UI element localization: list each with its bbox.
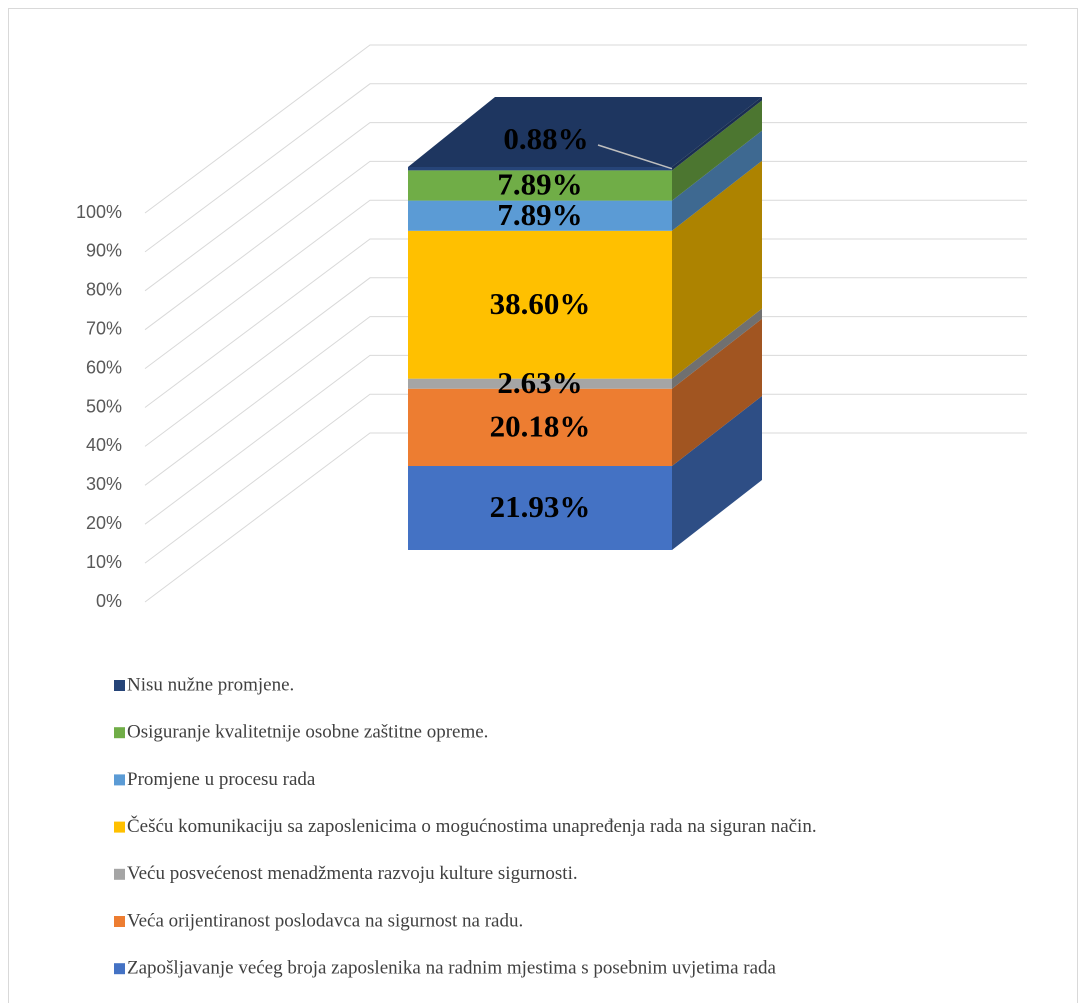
y-tick-label: 20% — [86, 513, 122, 533]
grid-line — [144, 432, 1027, 603]
legend-swatch — [114, 727, 125, 739]
grid-line — [144, 354, 1027, 525]
bar — [408, 388, 672, 467]
labels: 21.93% 20.18% 2.63% 38.60% 7.89%7.89% 0.88% — [490, 121, 673, 524]
chart-border — [8, 8, 1078, 1003]
legend-swatch — [114, 821, 125, 833]
bar — [408, 170, 672, 201]
value-label: 38.60% — [490, 286, 591, 321]
value-label: 2.63% — [497, 365, 582, 400]
bar-side — [672, 396, 762, 550]
value-label: 20.18% — [490, 408, 591, 443]
wall: 0% 10% 20% 30% 40% 50% 60% 70% 80% 90% 100% — [76, 44, 1027, 611]
value-label: 7.89% — [497, 197, 582, 232]
bar-side — [672, 318, 762, 467]
y-tick-label: 0% — [96, 591, 122, 611]
legend-swatch — [114, 680, 125, 691]
grid-line — [144, 44, 1027, 214]
leader-line — [597, 144, 673, 170]
bars — [408, 97, 762, 550]
bar — [408, 466, 672, 550]
legend-label: Češću komunikaciju sa zaposlenicima o mo… — [127, 815, 817, 837]
bar — [408, 167, 672, 171]
bar — [408, 230, 672, 379]
legend-swatch — [114, 916, 125, 927]
grid-line — [144, 238, 1027, 408]
legend-label: Promjene u procesu rada — [127, 769, 316, 790]
grid-line — [144, 277, 1027, 447]
bar — [408, 200, 672, 231]
y-tick-label: 100% — [76, 202, 122, 222]
bar-side — [672, 97, 762, 171]
grid-line — [144, 122, 1027, 292]
legend-label: Zapošljavanje većeg broja zaposlenika na… — [127, 958, 777, 979]
y-tick-label: 10% — [86, 552, 122, 572]
legend-label: Nisu nužne promjene. — [127, 674, 294, 695]
value-label: 7.89% — [497, 167, 582, 202]
legend-label: Osiguranje kvalitetnije osobne zaštitne … — [127, 722, 488, 743]
bar-side — [672, 308, 762, 389]
legend-swatch — [114, 963, 125, 975]
bar-side — [672, 100, 762, 201]
y-tick-label: 90% — [86, 241, 122, 261]
legend-label: Veću posvećenost menadžmenta razvoju kul… — [127, 863, 578, 884]
legend: Zapošljavanje većeg broja zaposlenika na… — [114, 674, 817, 979]
grid-line — [144, 160, 1027, 331]
bar-side — [672, 130, 762, 231]
y-tick-label: 60% — [86, 357, 122, 377]
grid-line — [144, 393, 1027, 564]
bar-top — [408, 97, 762, 167]
legend-label: Veća orijentiranost poslodavca na sigurn… — [127, 910, 523, 931]
y-tick-label: 30% — [86, 474, 122, 494]
value-label: 0.88% — [503, 121, 588, 156]
y-tick-label: 50% — [86, 396, 122, 416]
legend-swatch — [114, 868, 125, 880]
bar — [408, 378, 672, 389]
grid-line — [144, 199, 1027, 370]
value-label: 21.93% — [490, 489, 591, 524]
y-tick-label: 80% — [86, 280, 122, 300]
legend-swatch — [114, 774, 125, 786]
grid-line — [144, 83, 1027, 253]
y-tick-label: 40% — [86, 435, 122, 455]
grid-line — [144, 316, 1027, 486]
y-tick-label: 70% — [86, 318, 122, 338]
bar-side — [672, 160, 762, 379]
